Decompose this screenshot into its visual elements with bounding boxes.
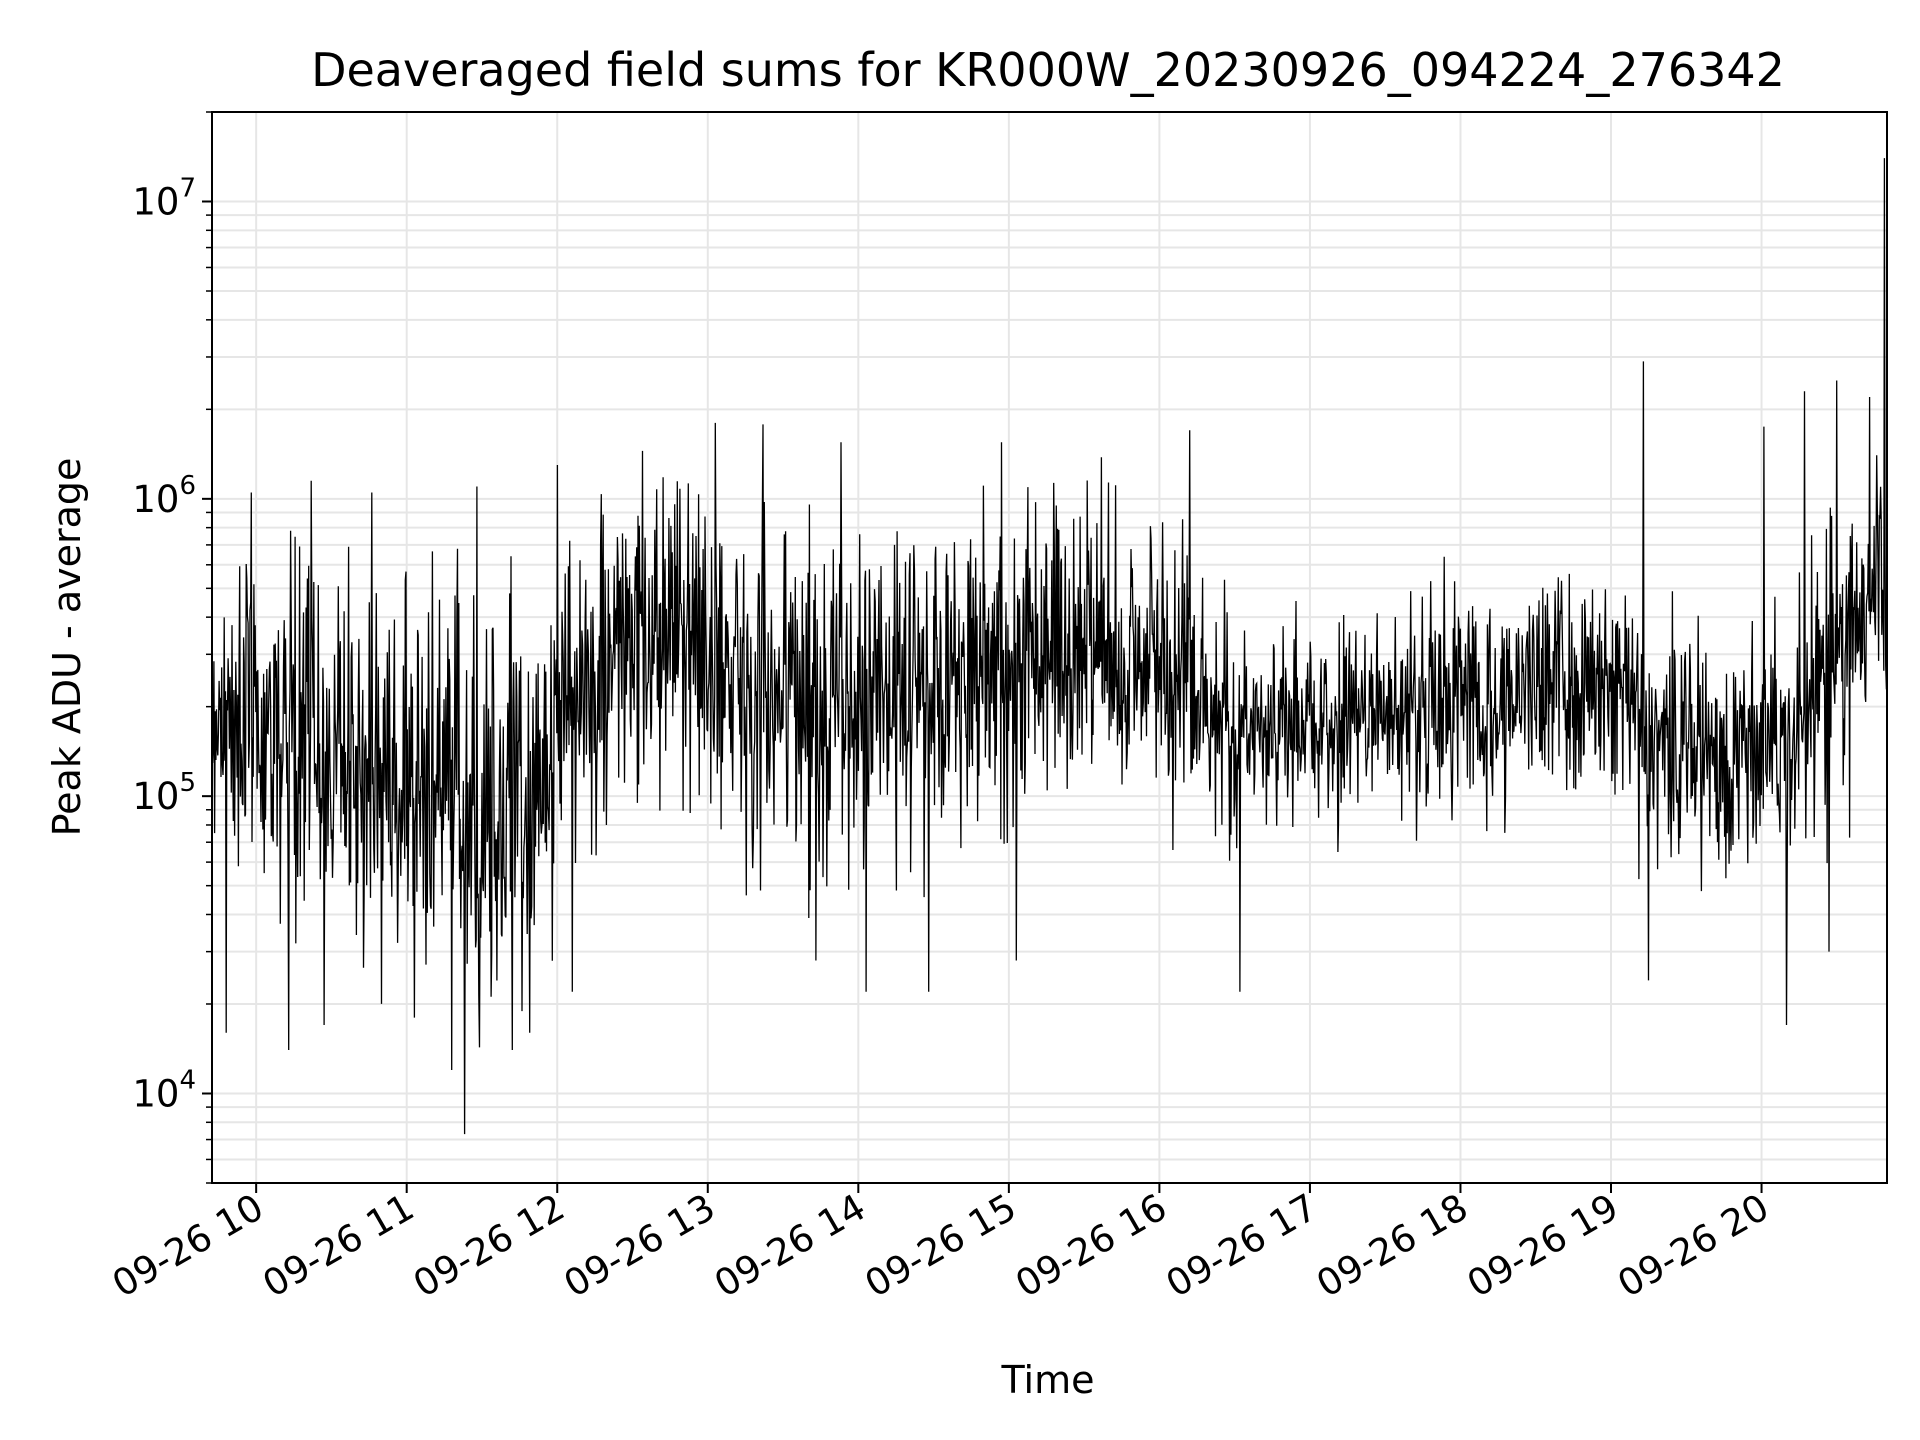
plot-area-frame: [211, 111, 1888, 1184]
y-axis-label: Peak ADU - average: [45, 458, 89, 837]
series-line: [211, 158, 1888, 1135]
y-tick-label: 104: [132, 1065, 196, 1115]
y-tick-label: 106: [132, 471, 196, 521]
chart-title: Deaveraged field sums for KR000W_2023092…: [311, 43, 1785, 97]
y-tick-label: 107: [132, 174, 196, 224]
y-axis: 104 105 106 107: [132, 111, 212, 1184]
y-tick-label: 105: [132, 768, 196, 818]
x-axis-label: Time: [1001, 1358, 1095, 1402]
series-line-path: [211, 158, 1888, 1135]
